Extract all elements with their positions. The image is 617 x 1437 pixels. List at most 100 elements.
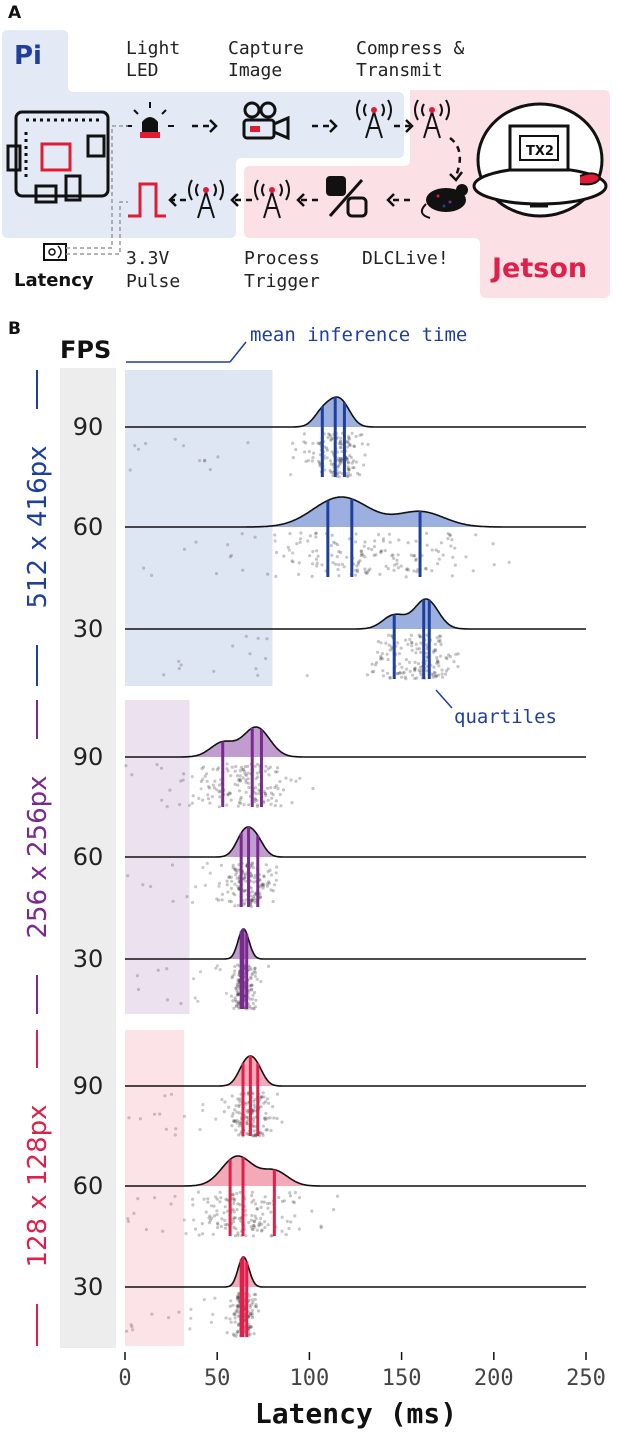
data-point [409,633,413,638]
data-point [169,1202,173,1206]
data-point [222,1110,226,1114]
data-point [251,971,255,975]
data-point [290,801,294,805]
data-point [205,779,209,783]
data-point [400,665,404,669]
data-point [339,457,343,462]
data-point [237,789,242,793]
data-point [230,765,234,769]
data-point [387,643,391,647]
data-point [298,540,302,544]
data-point [318,461,322,465]
data-point [282,1199,287,1203]
data-point [250,1314,254,1318]
density-ridge-line [125,1256,586,1288]
data-point [250,988,254,992]
data-point [136,987,141,992]
data-point [214,1117,218,1121]
data-point [337,563,341,567]
data-point [170,863,175,867]
data-point [365,570,369,575]
data-point [329,470,333,474]
fps-column-background [60,368,116,1348]
fps-label: 90 [73,1072,104,1100]
data-point [234,873,238,877]
data-point [362,544,366,548]
data-point [269,888,273,892]
data-point [352,466,356,470]
data-point [133,444,137,448]
data-point [238,1099,242,1103]
data-point [265,637,269,641]
data-point [229,553,233,558]
data-point [259,1229,264,1233]
data-point [130,773,134,777]
data-point [250,898,254,902]
data-point [345,457,349,461]
data-point [375,661,379,665]
data-point [250,1316,255,1320]
step-capture-image: Capture Image [228,38,315,81]
data-point [259,1094,263,1099]
data-point [312,451,316,455]
data-point [405,567,409,571]
data-point [207,785,211,789]
data-point [448,534,452,538]
data-point [267,881,271,886]
data-point [182,547,187,551]
data-point [231,1192,235,1197]
data-point [269,786,273,790]
data-point [331,470,335,475]
data-point [252,1219,256,1223]
data-point [405,667,409,671]
data-point [288,1191,292,1195]
data-point [236,1233,240,1237]
data-point [345,555,349,559]
step-process-trigger: Process Trigger [244,248,331,292]
data-point [215,1221,220,1225]
data-point [236,1097,240,1101]
data-point [239,795,243,800]
data-point [261,1133,265,1137]
data-point [273,804,277,808]
data-point [231,1217,235,1221]
data-point [202,1197,206,1201]
data-point [242,889,246,893]
data-point [208,786,212,790]
data-point [233,769,237,773]
data-point [277,1195,281,1200]
data-point [268,765,272,769]
data-point [323,445,327,449]
data-point [293,1190,297,1195]
data-point [474,533,478,537]
data-point [338,445,342,449]
data-point [202,1298,206,1302]
data-point [250,1302,254,1306]
data-point [226,793,230,797]
data-point [244,1120,249,1124]
data-point [368,567,372,571]
data-point [251,895,255,899]
fps-label: 60 [73,1172,104,1200]
data-point [242,872,246,876]
data-point [231,1208,235,1212]
data-point [265,786,270,790]
data-point [248,965,252,969]
data-point [412,569,416,573]
data-point [212,669,216,673]
data-point [260,1222,264,1226]
data-point [247,786,251,790]
data-point [215,897,219,901]
data-point [392,568,396,573]
data-point [235,984,239,988]
data-point [210,795,214,799]
data-point [255,1228,259,1232]
data-point [220,898,224,902]
data-point [255,762,260,766]
data-point [330,533,334,537]
data-point [244,1102,248,1106]
data-point [223,1100,227,1104]
data-point [430,569,434,573]
data-point [254,777,258,781]
data-point [264,764,268,768]
